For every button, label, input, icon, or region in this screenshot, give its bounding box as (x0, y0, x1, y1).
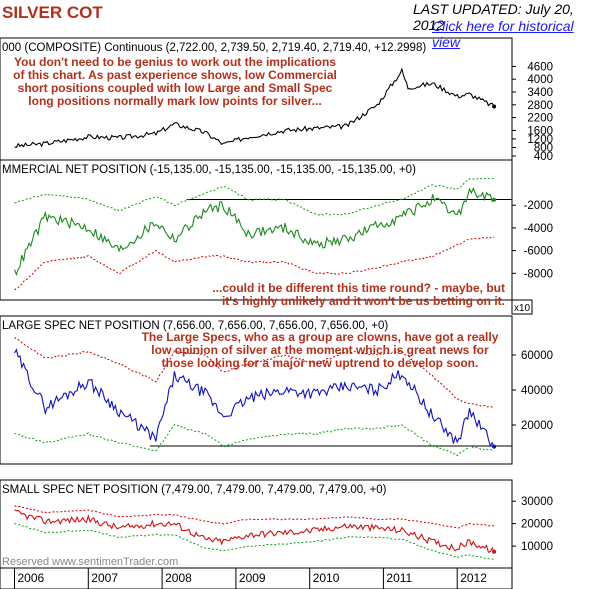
y-tick-label: 40000 (521, 385, 553, 397)
annotation-line: The Large Specs, who as a group are clow… (142, 330, 499, 344)
latest-value-point (492, 444, 497, 449)
y-tick-label: 20000 (521, 519, 553, 531)
annotation-line: short positions coupled with low Large a… (18, 81, 333, 95)
large-annotation: The Large Specs, who as a group are clow… (142, 330, 499, 370)
annotation-line: of this chart. As past experience shows,… (13, 68, 337, 82)
upper-band-line (14, 337, 495, 408)
small-spec-line (14, 509, 495, 554)
last-updated-label: LAST UPDATED: July 20, 2012 (413, 1, 574, 33)
upper-band-line (14, 505, 495, 529)
large-spec-line (14, 348, 495, 448)
commercial-line (13, 186, 495, 277)
annotation-line: those looking for a major new uptrend to… (162, 356, 479, 370)
y-tick-label: 20000 (521, 420, 553, 432)
annotation-line: ...could it be different this time round… (212, 281, 505, 295)
x-tick-label: 2011 (386, 571, 412, 585)
x-axis: 2006 2007 2008 2009 2010 2011 2012 (14, 568, 487, 589)
y-tick-label: 4000 (527, 74, 553, 86)
price-line (14, 67, 495, 149)
x-tick-label: 2008 (165, 571, 192, 585)
x10-box (511, 299, 533, 315)
plot-layer (13, 67, 497, 560)
multiplier-label: x10 (514, 303, 531, 314)
y-tick-label: 4600 (527, 61, 553, 73)
lower-band-line (14, 236, 495, 291)
annotation-line: low opinion of silver at the moment whic… (151, 343, 489, 357)
upper-band-line (14, 177, 495, 216)
y-tick-label: 1600 (527, 125, 553, 137)
y-tick-label: 2800 (527, 100, 553, 112)
latest-value-point (492, 197, 497, 202)
x-tick-label: 2007 (91, 571, 118, 585)
y-tick-label: 800 (534, 143, 553, 155)
chart-title: SILVER COT (2, 3, 103, 22)
x-axis-strip (0, 567, 513, 589)
panel-commercial-frame (0, 159, 513, 301)
panel-price-title: 000 (COMPOSITE) Continuous (2,722.00, 2,… (2, 42, 426, 54)
y-tick-label: -2000 (524, 200, 553, 212)
latest-value-point (492, 549, 497, 554)
panel-small-title: SMALL SPEC NET POSITION (7,479.00, 7,479… (2, 484, 387, 496)
y-tick-label: 2200 (527, 113, 553, 125)
watermark: Reserved www.sentimenTrader.com (2, 556, 178, 568)
annotation-line: it's highly unlikely and it won't be us … (222, 294, 505, 308)
lower-band-line (14, 522, 495, 560)
lower-band-line (14, 423, 495, 457)
y-tick-label: -4000 (524, 223, 553, 235)
commercial-annotation: ...could it be different this time round… (212, 281, 505, 308)
y-tick-label: -8000 (524, 268, 553, 280)
y-tick-label: 3400 (527, 87, 553, 99)
panel-large-title: LARGE SPEC NET POSITION (7,656.00, 7,656… (2, 320, 388, 332)
latest-value-point (492, 104, 497, 109)
x-tick-label: 2012 (460, 571, 487, 585)
panel-commercial-title: MMERCIAL NET POSITION (-15,135.00, -15,1… (2, 164, 416, 176)
x-tick-label: 2006 (18, 571, 45, 585)
y-tick-label: 30000 (521, 496, 553, 508)
x-tick-label: 2010 (313, 571, 340, 585)
price-annotation: You don't need to be genius to work out … (13, 55, 337, 108)
x-tick-label: 2009 (239, 571, 266, 585)
y-tick-label: -6000 (524, 246, 553, 258)
y-tick-label: 10000 (521, 541, 553, 553)
annotation-line: long positions normally mark low points … (28, 94, 321, 108)
annotation-line: You don't need to be genius to work out … (14, 55, 336, 69)
y-tick-label: 1200 (527, 134, 553, 146)
y-tick-label: 60000 (521, 350, 553, 362)
y-tick-label: 400 (534, 151, 553, 163)
